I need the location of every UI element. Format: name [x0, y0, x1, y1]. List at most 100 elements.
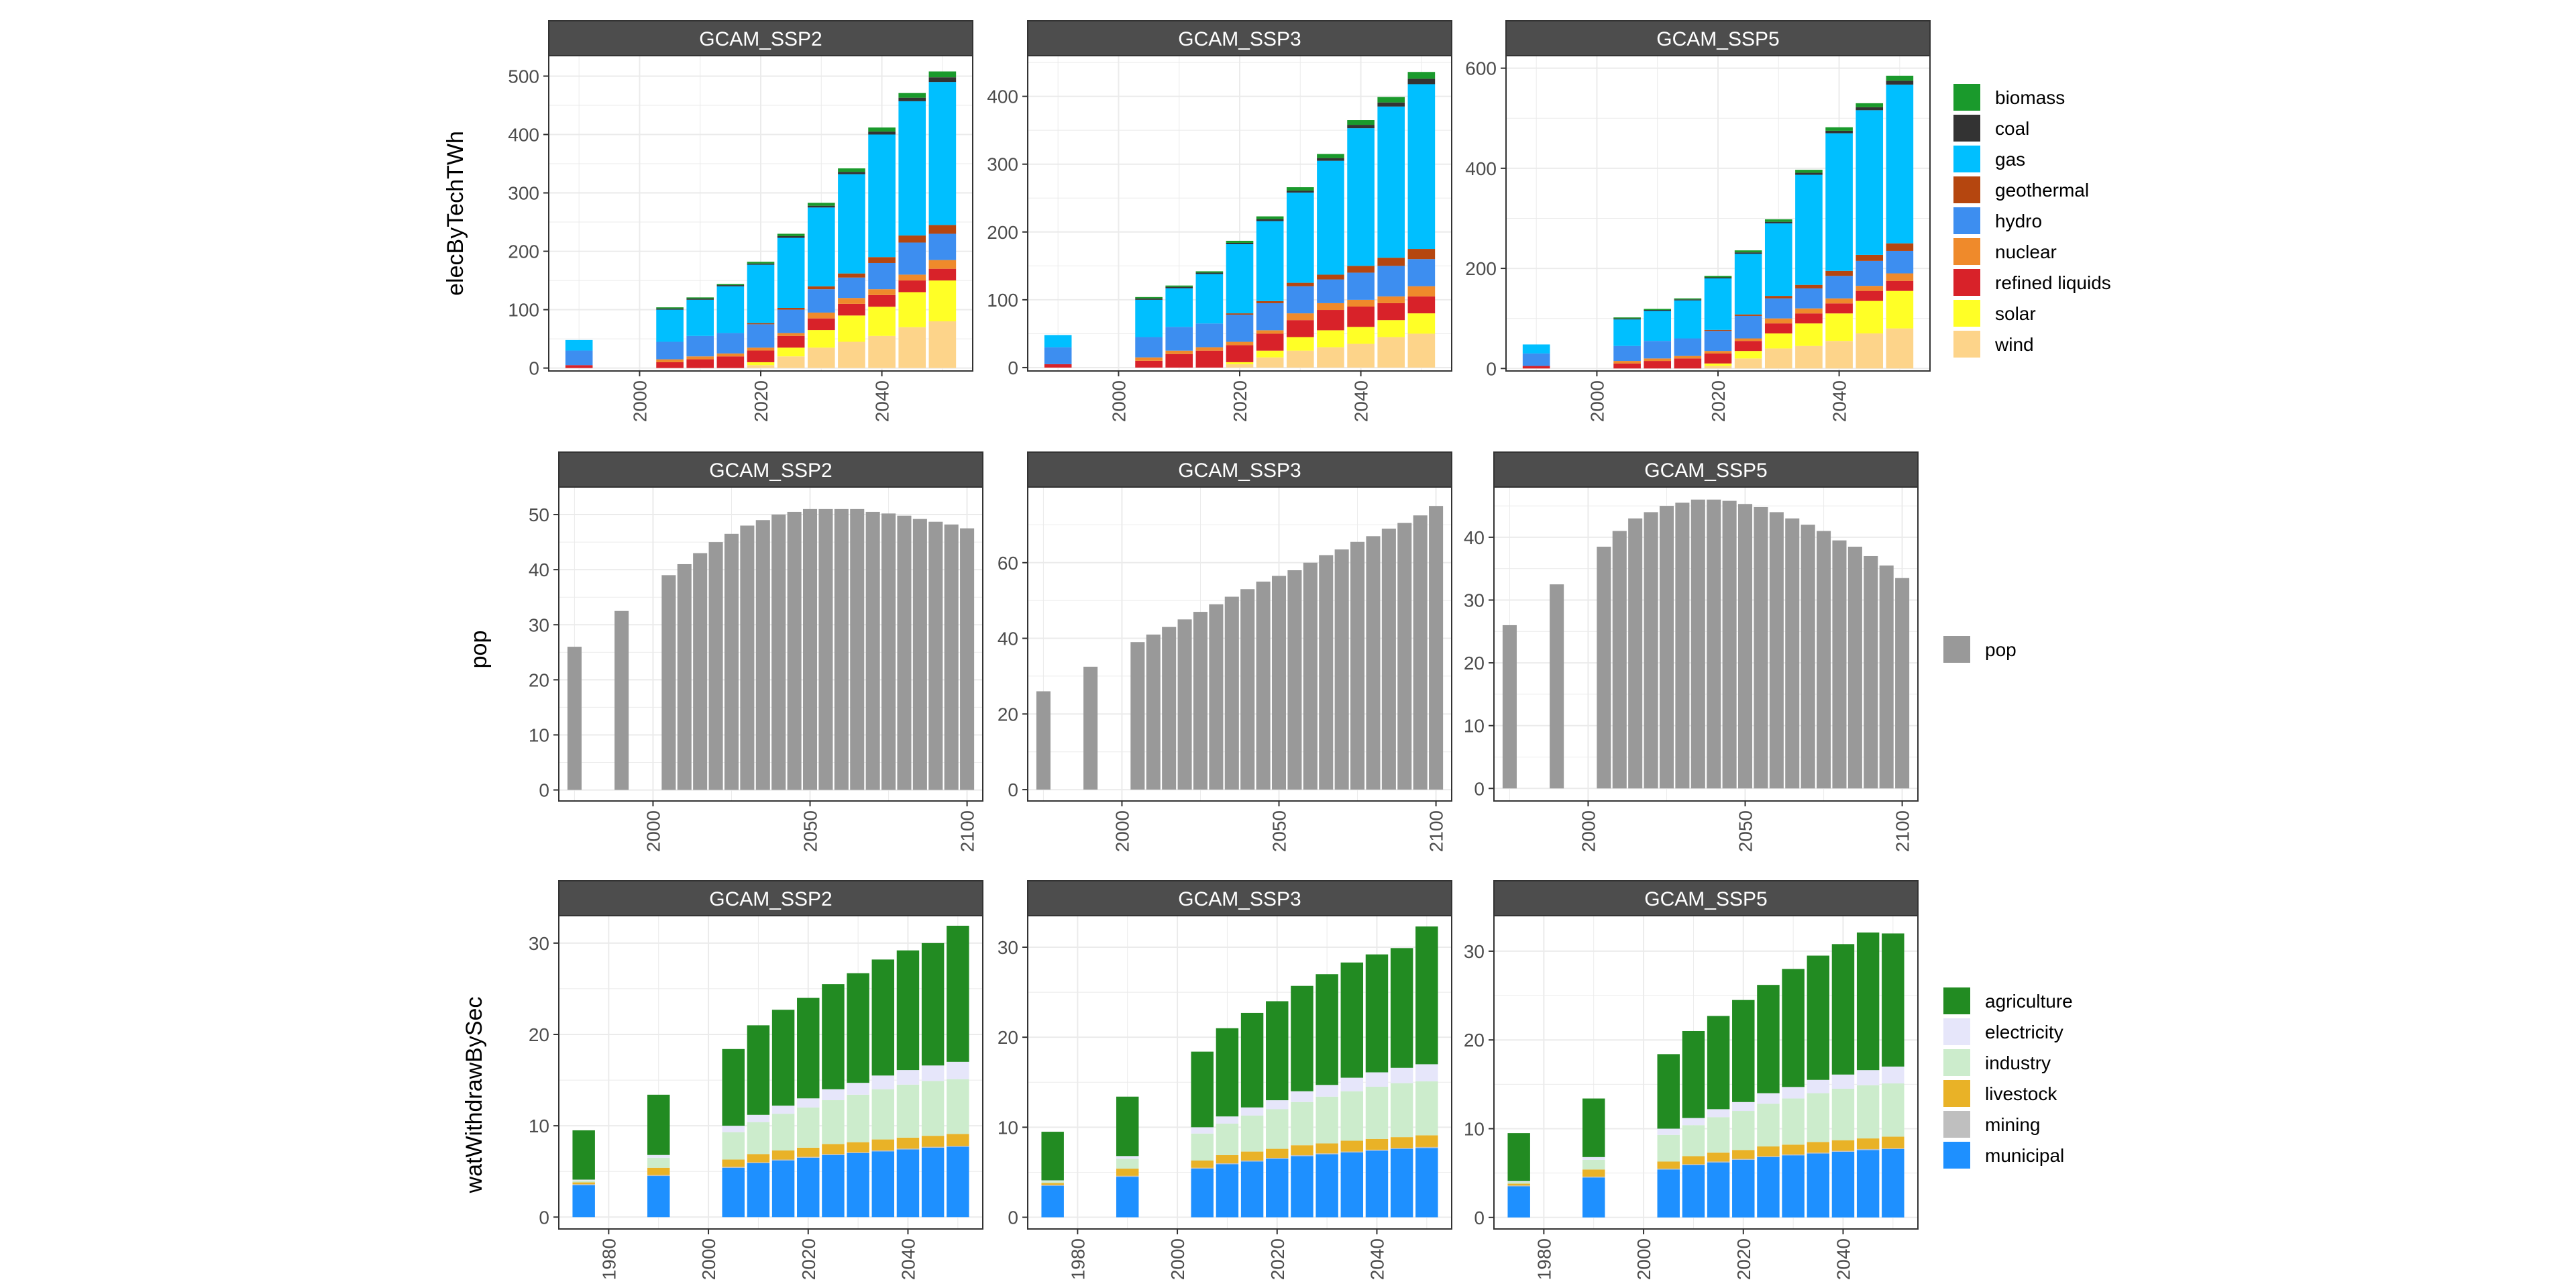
bar-pop-2090 — [928, 521, 943, 790]
bar-solar-2050 — [1886, 290, 1914, 329]
bar-coal-2045 — [1377, 102, 1405, 107]
legend-label: biomass — [1995, 87, 2065, 108]
bar-electricity-2035 — [1340, 1077, 1364, 1091]
bar-coal-2035 — [1317, 158, 1344, 161]
panel-7: GCAM_SSP2 0 10 20 30 1980 2000 2020 2040 — [529, 880, 983, 1280]
bar-gas-2020 — [1226, 244, 1254, 314]
bar-pop-2065 — [1319, 555, 1334, 790]
bar-livestock-2005 — [722, 1159, 745, 1167]
bar-pop-2100 — [1429, 506, 1444, 790]
bar-refined-liquids-2015 — [716, 356, 745, 368]
bar-hydro-2045 — [1856, 260, 1884, 286]
bar-gas-2040 — [1825, 133, 1853, 271]
x-tick-label: 2050 — [1735, 810, 1756, 852]
bar-livestock-2005 — [1657, 1161, 1680, 1169]
bar-industry-2050 — [947, 1079, 969, 1134]
y-tick-label: 600 — [1465, 58, 1497, 79]
bar-municipal-2050 — [947, 1146, 969, 1218]
bar-hydro-2025 — [777, 309, 805, 333]
bar-biomass-2025 — [1256, 216, 1284, 219]
bar-mining-1990 — [647, 1175, 670, 1177]
bar-livestock-1990 — [647, 1167, 670, 1175]
bar-agriculture-2030 — [1316, 974, 1338, 1085]
bar-refined-liquids-2025 — [777, 335, 805, 348]
y-tick-label: 20 — [529, 669, 549, 690]
bar-nuclear-2030 — [1286, 313, 1314, 321]
bar-coal-2015 — [1195, 272, 1224, 274]
bar-electricity-2010 — [1216, 1116, 1239, 1124]
bar-wind-2050 — [1407, 333, 1436, 368]
bar-nuclear-2010 — [686, 356, 714, 360]
bar-pop-2095 — [944, 524, 959, 790]
bar-hydro-2015 — [1195, 323, 1224, 347]
bar-agriculture-1975 — [1041, 1132, 1064, 1181]
bar-biomass-2010 — [1165, 285, 1193, 287]
bar-industry-2035 — [1807, 1093, 1830, 1142]
bar-electricity-1975 — [572, 1179, 595, 1181]
legend-label: wind — [1994, 334, 2034, 355]
facet-strip-label: GCAM_SSP5 — [1644, 888, 1767, 910]
y-tick-label: 100 — [508, 300, 539, 321]
bar-agriculture-2040 — [1831, 944, 1855, 1075]
bar-pop-2095 — [1879, 566, 1894, 789]
bar-municipal-2010 — [1216, 1164, 1239, 1218]
bar-hydro-2050 — [928, 233, 957, 260]
bar-nuclear-2040 — [868, 289, 896, 295]
bar-electricity-1990 — [1116, 1156, 1139, 1159]
bar-pop-2035 — [1224, 596, 1239, 790]
bar-pop-2080 — [1366, 536, 1381, 790]
bar-industry-2005 — [1191, 1133, 1214, 1161]
x-tick-label: 2040 — [1833, 1238, 1854, 1280]
bar-refined-liquids-2010 — [1644, 361, 1672, 369]
bar-biomass-2045 — [1856, 103, 1884, 107]
bar-agriculture-2030 — [847, 973, 869, 1083]
bar-gas-1990 — [565, 339, 593, 351]
bar-industry-2030 — [1316, 1096, 1338, 1144]
legend-key-coal — [1953, 115, 1980, 142]
bar-agriculture-2015 — [1707, 1016, 1730, 1110]
bar-mining-2030 — [847, 1152, 869, 1153]
bar-biomass-2025 — [777, 233, 805, 236]
bar-agriculture-1990 — [1116, 1096, 1139, 1157]
y-tick-label: 30 — [1464, 941, 1485, 962]
bar-pop-2040 — [771, 515, 786, 790]
bar-nuclear-2050 — [1407, 286, 1436, 297]
bar-mining-1975 — [1507, 1185, 1530, 1187]
bar-industry-2035 — [871, 1089, 895, 1140]
legend-key-livestock — [1943, 1080, 1970, 1107]
y-tick-label: 20 — [1464, 1030, 1485, 1051]
bar-pop-2010 — [1612, 531, 1627, 789]
bar-industry-2020 — [797, 1107, 820, 1148]
bar-coal-2015 — [716, 285, 745, 286]
bar-livestock-2015 — [771, 1150, 795, 1160]
panel-2: GCAM_SSP3 0 100 200 300 400 2000 2020 2040 — [987, 20, 1452, 422]
bar-hydro-2005 — [1613, 345, 1641, 362]
bar-agriculture-2005 — [1657, 1054, 1680, 1129]
bar-biomass-2020 — [1226, 240, 1254, 243]
bar-hydro-2050 — [1407, 259, 1436, 286]
legend-key-hydro — [1953, 207, 1980, 234]
bar-pop-2075 — [1817, 531, 1831, 789]
x-tick-label: 2100 — [957, 810, 978, 852]
bar-gas-2005 — [1613, 319, 1641, 346]
bar-hydro-2015 — [716, 333, 745, 354]
bar-livestock-2025 — [822, 1144, 845, 1155]
legend-label: hydro — [1995, 211, 2042, 231]
bar-pop-2025 — [1659, 506, 1674, 789]
legend-key-wind — [1953, 331, 1980, 358]
x-tick-label: 2040 — [1351, 380, 1372, 422]
bar-industry-2050 — [1415, 1081, 1438, 1136]
bar-refined-liquids-1990 — [1522, 366, 1550, 369]
bar-municipal-2030 — [847, 1152, 869, 1218]
bar-refined-liquids-2020 — [1226, 345, 1254, 362]
bar-nuclear-2025 — [777, 333, 805, 336]
bar-geothermal-2020 — [747, 323, 775, 325]
legend-label: refined liquids — [1995, 272, 2111, 293]
bar-wind-2035 — [1795, 345, 1823, 369]
bar-municipal-2040 — [1831, 1151, 1855, 1218]
bar-electricity-2025 — [1757, 1093, 1780, 1104]
bar-nuclear-2015 — [1674, 356, 1702, 359]
bar-agriculture-2025 — [822, 984, 845, 1089]
bar-biomass-2020 — [1704, 276, 1732, 278]
bar-geothermal-2040 — [1825, 270, 1853, 276]
